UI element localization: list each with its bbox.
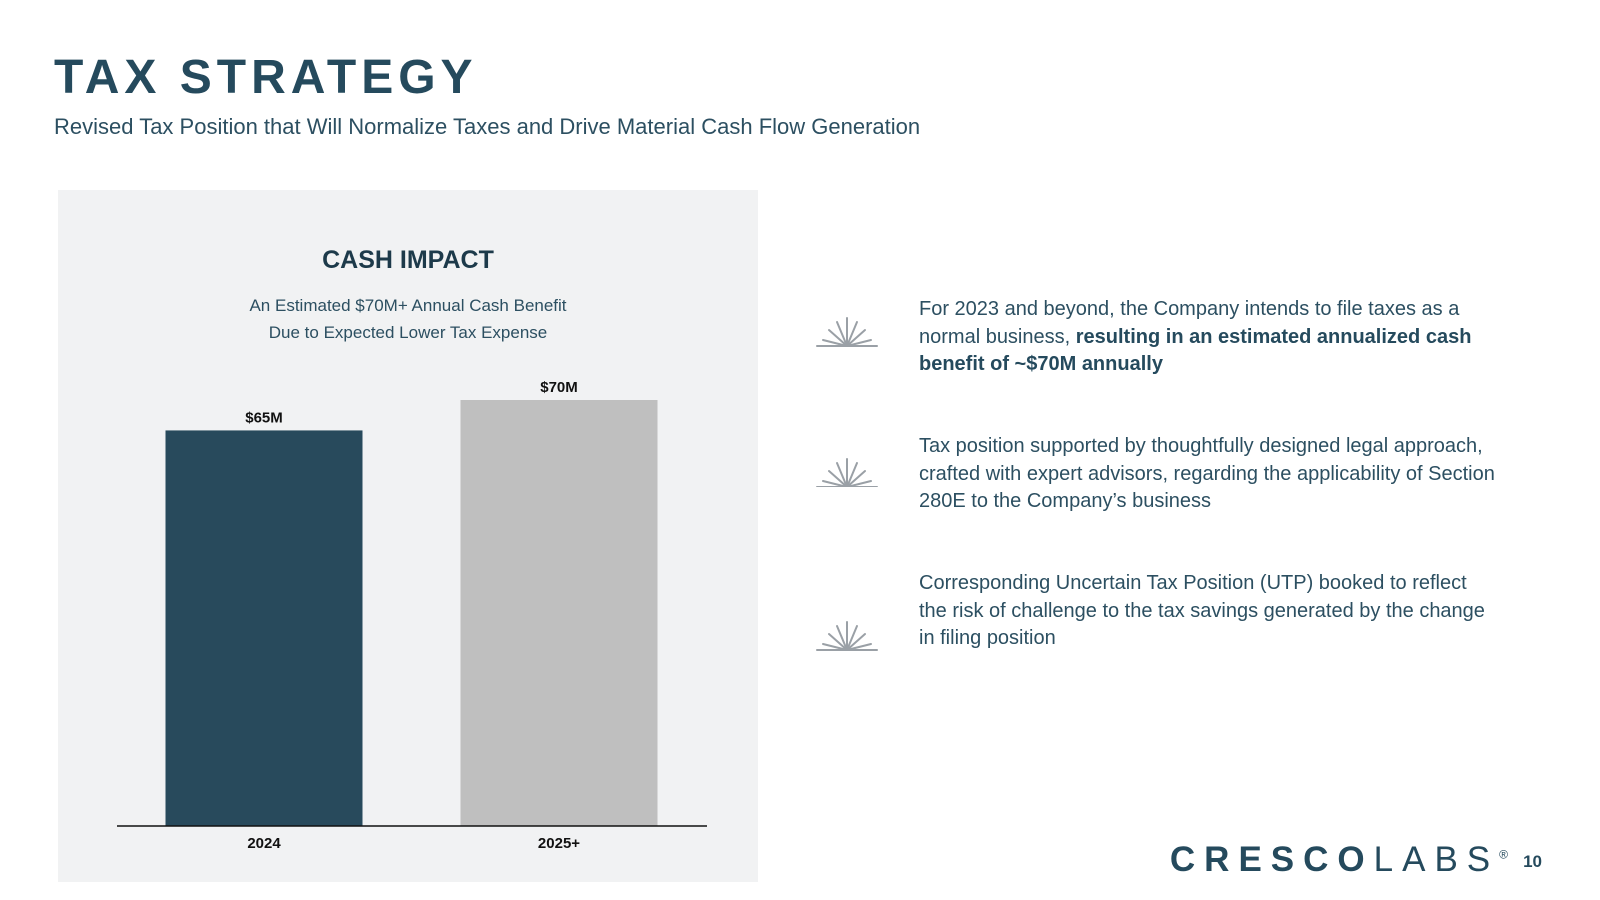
chart-subtitle-line-2: Due to Expected Lower Tax Expense: [268, 323, 548, 342]
bar-2025+: [460, 400, 658, 826]
footer: CRESCOLABS® 10: [1170, 840, 1600, 880]
key-point-3-text: Corresponding Uncertain Tax Position (UT…: [919, 572, 1485, 649]
chart-title: CASH IMPACT: [322, 246, 494, 274]
x-tick-label-2024: 2024: [247, 835, 281, 852]
chart-subtitle: An Estimated $70M+ Annual Cash Benefit D…: [58, 292, 758, 346]
key-point-2-text: Tax position supported by thoughtfully d…: [919, 435, 1495, 512]
cresco-labs-logo: CRESCOLABS®: [1169, 840, 1508, 879]
data-label-2024: $65M: [245, 409, 283, 426]
page-number: 10: [1523, 852, 1542, 871]
sunburst-icon: [816, 621, 878, 651]
chart-subtitle-line-1: An Estimated $70M+ Annual Cash Benefit: [249, 296, 567, 315]
page-subtitle: Revised Tax Position that Will Normalize…: [54, 114, 921, 139]
bar-2024: [165, 430, 363, 826]
sunburst-icon: [816, 458, 878, 487]
page-title: TAX STRATEGY: [54, 51, 478, 104]
key-point-1-text: For 2023 and beyond, the Company intends…: [919, 298, 1472, 375]
x-tick-label-2025+: 2025+: [538, 835, 580, 852]
cash-impact-panel: CASH IMPACT An Estimated $70M+ Annual Ca…: [58, 190, 758, 882]
cash-impact-bar-chart: $65M 2024 $70M 2025+: [117, 379, 707, 852]
sunburst-icon: [816, 317, 878, 347]
data-label-2025+: $70M: [540, 379, 578, 396]
